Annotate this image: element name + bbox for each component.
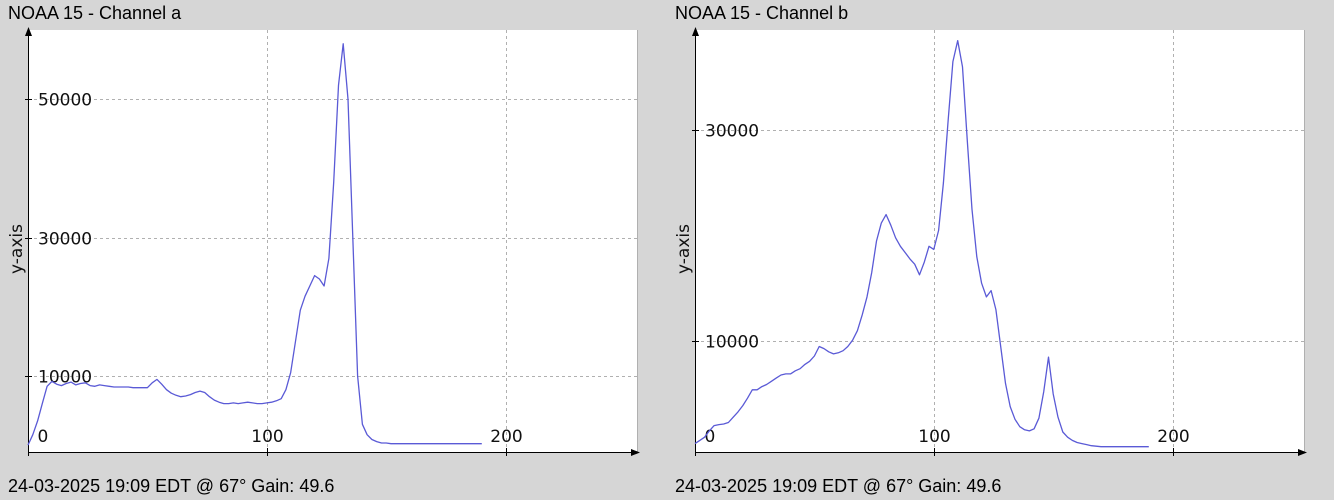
y-tick-label: 30000 (705, 122, 759, 142)
x-tick-label: 200 (1157, 427, 1189, 447)
y-axis-arrow (692, 27, 699, 36)
y-tick-label: 50000 (38, 91, 92, 111)
x-tick-label: 0 (705, 427, 716, 447)
plot-area (28, 30, 637, 452)
series-line (27, 43, 482, 446)
channel-b-chart: 0 100 200 10000 30000 y-axis (674, 27, 1307, 456)
status-footer: 24-03-2025 19:09 EDT @ 67° Gain: 49.6 (8, 476, 335, 496)
plot-area (695, 30, 1304, 452)
channel-b-panel: NOAA 15 - Channel b 0 100 200 10000 30000 y-a… (667, 0, 1334, 500)
y-tick-label: 30000 (38, 230, 92, 250)
chart-title: NOAA 15 - Channel a (8, 3, 182, 23)
status-footer: 24-03-2025 19:09 EDT @ 67° Gain: 49.6 (675, 476, 1002, 496)
x-tick-label: 100 (251, 427, 283, 447)
x-axis-arrow (631, 449, 640, 456)
x-tick-label: 200 (490, 427, 522, 447)
chart-title: NOAA 15 - Channel b (675, 3, 849, 23)
channel-a-panel: NOAA 15 - Channel a 0 100 200 10000 30000 500… (7, 3, 640, 496)
y-axis-label: y-axis (674, 224, 694, 274)
x-tick-label: 0 (38, 427, 49, 447)
series-line (694, 39, 1149, 448)
y-axis-label: y-axis (7, 224, 27, 274)
y-tick-label: 10000 (705, 333, 759, 353)
y-axis-arrow (25, 27, 32, 36)
x-axis-arrow (1298, 449, 1307, 456)
x-tick-label: 100 (918, 427, 950, 447)
